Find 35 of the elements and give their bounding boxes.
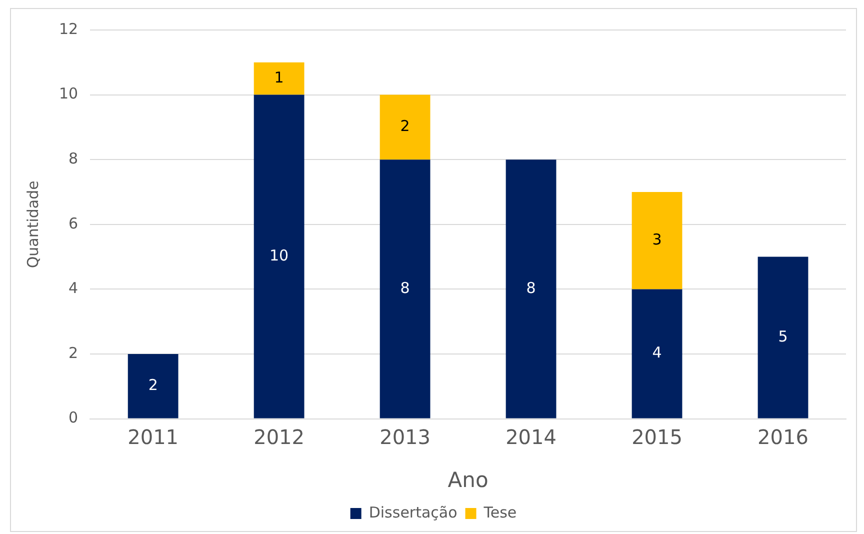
- bar: [632, 289, 682, 418]
- bar: [254, 62, 304, 95]
- y-tick-label: 6: [68, 214, 78, 232]
- y-tick-label: 0: [68, 408, 78, 427]
- y-axis-title: Quantidade: [24, 180, 42, 268]
- bar: [128, 354, 178, 418]
- x-tick-label: 2016: [758, 425, 808, 450]
- data-label: 3: [652, 230, 662, 248]
- data-label: 2: [148, 376, 158, 394]
- x-axis-title: Ano: [448, 468, 488, 492]
- x-tick-label: 2011: [128, 425, 179, 450]
- y-tick-label: 10: [58, 84, 78, 103]
- y-tick-label: 12: [58, 20, 78, 38]
- bar: [758, 256, 808, 418]
- y-tick-label: 2: [68, 344, 78, 362]
- legend-label: Tese: [482, 503, 517, 522]
- legend-label: Dissertação: [368, 503, 458, 522]
- bar: [380, 94, 430, 160]
- x-tick-label: 2013: [380, 425, 431, 450]
- bar: [506, 160, 556, 418]
- data-label: 2: [400, 117, 410, 136]
- bar: [632, 192, 682, 290]
- x-tick-label: 2015: [632, 425, 682, 450]
- data-label: 5: [778, 327, 788, 346]
- bar: [254, 94, 304, 418]
- y-tick-label: 8: [68, 149, 78, 168]
- data-label: 8: [400, 278, 410, 297]
- data-label: 8: [526, 278, 536, 297]
- x-tick-label: 2012: [254, 425, 305, 450]
- x-tick-label: 2014: [506, 425, 556, 450]
- data-label: 4: [652, 344, 662, 362]
- y-tick-label: 4: [68, 279, 78, 298]
- data-label: 10: [270, 246, 289, 264]
- bar: [380, 160, 430, 418]
- data-label: 1: [274, 68, 284, 86]
